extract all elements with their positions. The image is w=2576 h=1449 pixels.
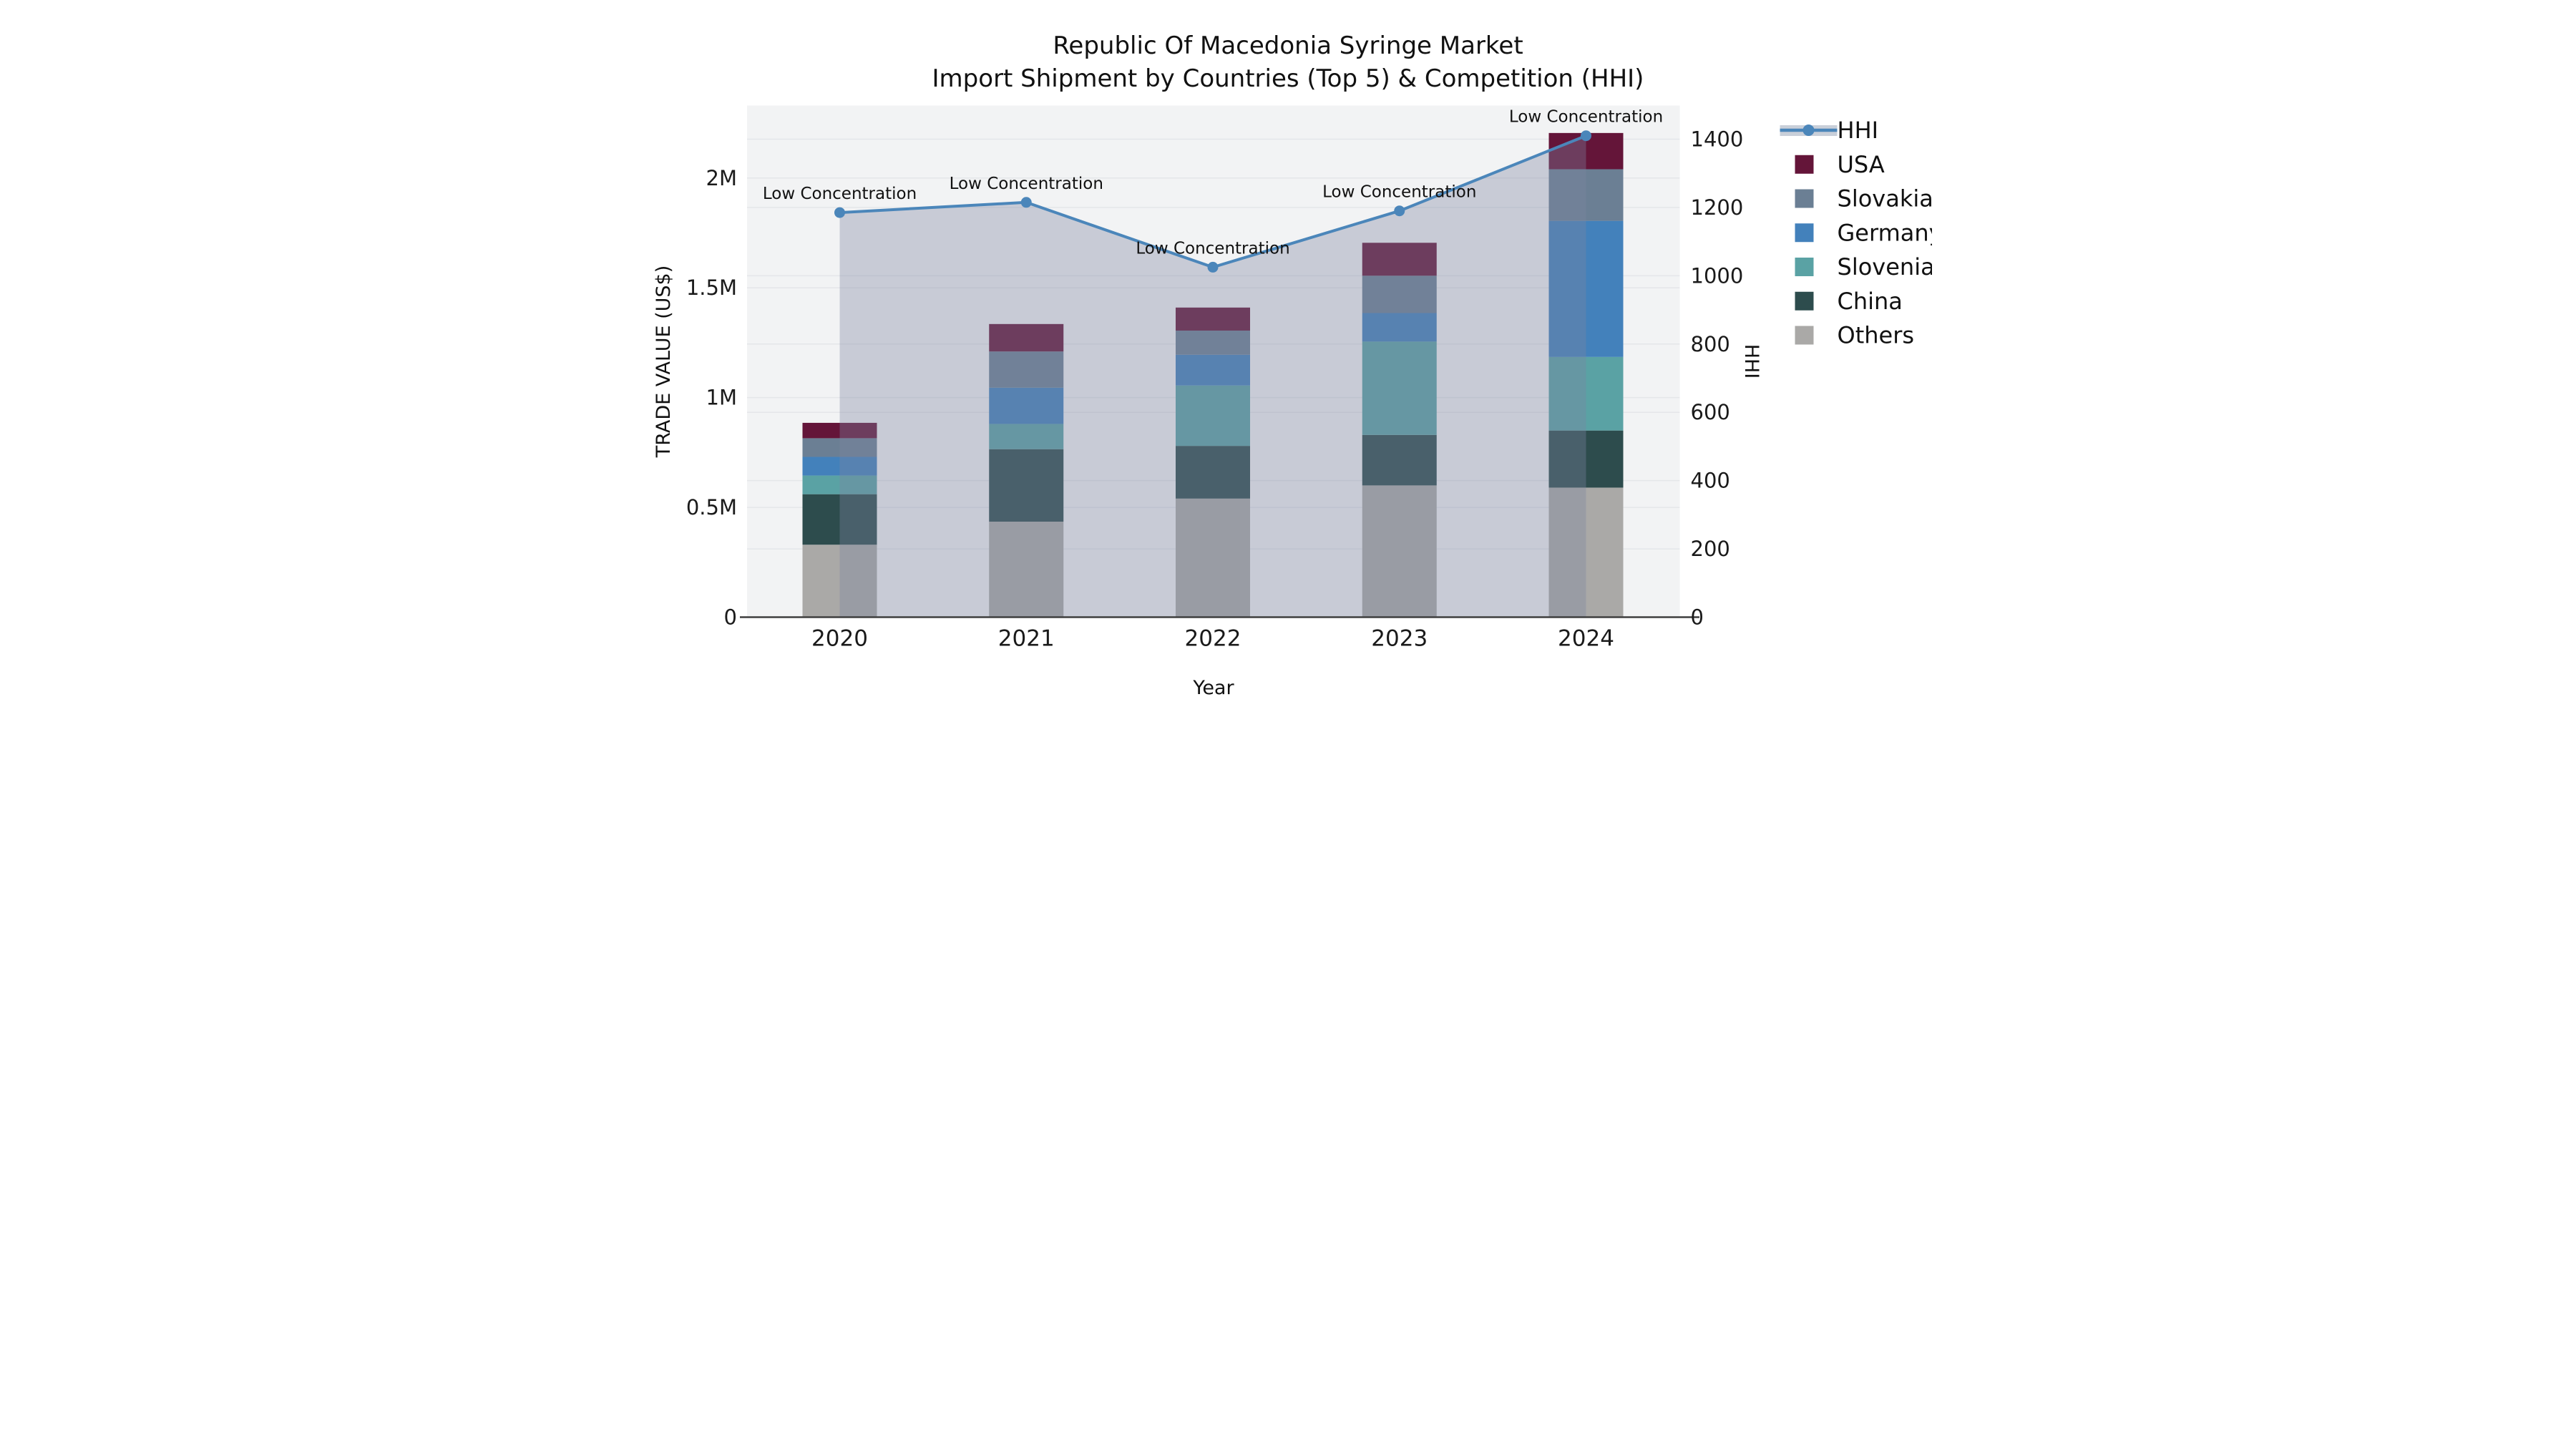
- legend-item-germany[interactable]: Germany: [1795, 219, 1933, 246]
- chart-title-line2: Import Shipment by Countries (Top 5) & C…: [932, 64, 1644, 93]
- legend-label: Slovakia: [1838, 185, 1933, 213]
- y2-axis-tick-label: 200: [1691, 537, 1730, 561]
- legend-item-hhi[interactable]: HHI: [1780, 117, 1879, 144]
- hhi-legend-marker-icon: [1802, 125, 1815, 136]
- y-axis-tick-label: 1M: [706, 386, 737, 410]
- bar-segment-usa-2020[interactable]: [802, 422, 877, 439]
- bar-segment-slovenia-2021[interactable]: [989, 424, 1064, 449]
- annotation-low-concentration-2022: Low Concentration: [1136, 239, 1289, 258]
- hhi-marker-2022[interactable]: [1207, 261, 1219, 273]
- chart-title-line1: Republic Of Macedonia Syringe Market: [1053, 31, 1523, 60]
- bar-segment-germany-2022[interactable]: [1176, 354, 1250, 386]
- annotation-low-concentration-2023: Low Concentration: [1322, 183, 1476, 202]
- bar-segment-slovenia-2024[interactable]: [1548, 356, 1624, 431]
- hhi-area-fill: [839, 135, 1586, 618]
- x-axis-tick-label-2021: 2021: [998, 626, 1055, 652]
- bar-segment-others-2020[interactable]: [802, 545, 877, 618]
- bar-segment-others-2023[interactable]: [1362, 485, 1437, 618]
- y2-axis-tick-label: 1400: [1691, 127, 1744, 152]
- bar-segment-china-2024[interactable]: [1548, 430, 1624, 488]
- y2-axis-tick-label: 1200: [1691, 195, 1744, 220]
- legend-swatch-icon: [1795, 155, 1814, 174]
- x-axis-tick-label-2024: 2024: [1558, 626, 1614, 652]
- y2-axis-title: HHI: [1740, 344, 1762, 379]
- bar-segment-others-2022[interactable]: [1176, 498, 1250, 618]
- figure: Low Concentration Low Concentration Low Co…: [644, 0, 1932, 725]
- legend-label: USA: [1838, 151, 1885, 178]
- y-axis-tick-label: 0: [724, 605, 737, 630]
- annotation-low-concentration-2020: Low Concentration: [763, 185, 917, 203]
- legend-item-slovakia[interactable]: Slovakia: [1795, 185, 1933, 213]
- y-axis-title: TRADE VALUE (US$): [653, 265, 675, 459]
- x-axis-title: Year: [1192, 677, 1234, 699]
- bar-segment-china-2022[interactable]: [1176, 446, 1250, 499]
- legend-label: Germany: [1838, 219, 1933, 246]
- bar-segment-slovenia-2020[interactable]: [802, 475, 877, 494]
- y-axis-tick-label: 0.5M: [686, 495, 737, 519]
- legend-item-usa[interactable]: USA: [1795, 151, 1885, 178]
- chart-area: Low Concentration Low Concentration Low Co…: [686, 105, 1744, 652]
- y-axis-tick-label: 2M: [706, 166, 737, 190]
- annotation-low-concentration-2024: Low Concentration: [1509, 108, 1663, 127]
- legend-label: China: [1838, 288, 1903, 315]
- bar-segment-china-2023[interactable]: [1362, 434, 1437, 486]
- legend-swatch-icon: [1795, 223, 1814, 243]
- x-axis-tick-label-2023: 2023: [1371, 626, 1428, 652]
- legend-item-china[interactable]: China: [1795, 288, 1903, 315]
- bar-segment-slovakia-2022[interactable]: [1176, 331, 1250, 355]
- bar-segment-usa-2023[interactable]: [1362, 243, 1437, 276]
- hhi-marker-2023[interactable]: [1394, 205, 1405, 217]
- y2-axis-tick-label: 800: [1691, 332, 1730, 356]
- y-axis-tick-label: 1.5M: [686, 275, 737, 300]
- y2-axis-tick-label: 400: [1691, 469, 1730, 493]
- bar-segment-slovakia-2023[interactable]: [1362, 275, 1437, 313]
- bar-segment-germany-2020[interactable]: [802, 457, 877, 476]
- bar-segment-china-2021[interactable]: [989, 449, 1064, 522]
- legend-swatch-icon: [1795, 189, 1814, 208]
- bar-segment-slovakia-2020[interactable]: [802, 438, 877, 457]
- x-axis-tick-label-2022: 2022: [1185, 626, 1241, 652]
- hhi-marker-2020[interactable]: [834, 207, 845, 218]
- bar-segment-slovenia-2022[interactable]: [1176, 385, 1250, 447]
- bar-segment-slovakia-2021[interactable]: [989, 351, 1064, 388]
- legend-swatch-icon: [1795, 258, 1814, 276]
- bar-segment-slovakia-2024[interactable]: [1548, 169, 1624, 221]
- bar-segment-china-2020[interactable]: [802, 494, 877, 545]
- legend: HHI USA Slovakia Germany Slovenia China Others: [1780, 117, 1933, 349]
- y2-axis-tick-label: 1000: [1691, 263, 1744, 288]
- bar-segment-others-2021[interactable]: [989, 522, 1064, 618]
- bar-segment-germany-2024[interactable]: [1548, 220, 1624, 357]
- legend-item-others[interactable]: Others: [1795, 322, 1915, 349]
- y2-axis-tick-label: 600: [1691, 400, 1730, 424]
- legend-label: Slovenia: [1838, 253, 1933, 280]
- bar-segment-slovenia-2023[interactable]: [1362, 341, 1437, 435]
- hhi-marker-2021[interactable]: [1020, 197, 1032, 208]
- legend-swatch-icon: [1795, 326, 1814, 345]
- bar-segment-germany-2023[interactable]: [1362, 313, 1437, 342]
- legend-label: HHI: [1838, 117, 1879, 144]
- bar-segment-others-2024[interactable]: [1548, 487, 1624, 618]
- bar-segment-usa-2022[interactable]: [1176, 307, 1250, 331]
- hhi-marker-2024[interactable]: [1581, 130, 1591, 142]
- x-axis-tick-label-2020: 2020: [811, 626, 868, 652]
- bar-segment-usa-2021[interactable]: [989, 323, 1064, 352]
- y2-axis-tick-label: 0: [1691, 605, 1704, 630]
- legend-item-slovenia[interactable]: Slovenia: [1795, 253, 1933, 280]
- legend-swatch-icon: [1795, 291, 1814, 311]
- legend-label: Others: [1838, 322, 1915, 349]
- annotation-low-concentration-2021: Low Concentration: [950, 175, 1103, 193]
- bar-segment-germany-2021[interactable]: [989, 387, 1064, 424]
